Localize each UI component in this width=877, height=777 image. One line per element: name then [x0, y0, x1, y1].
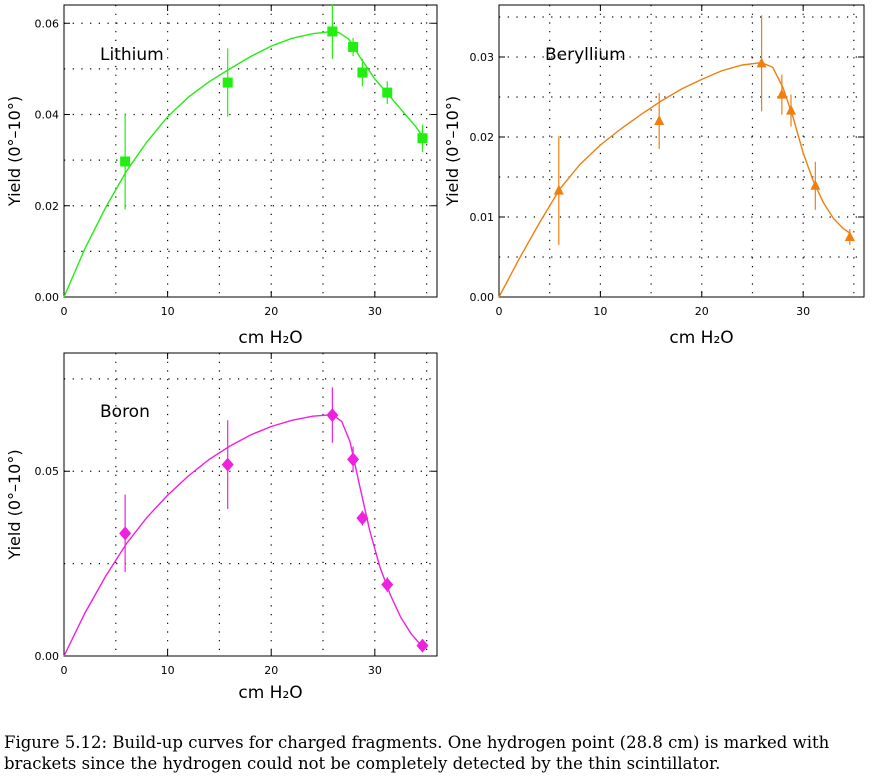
figure-caption: Figure 5.12: Build-up curves for charged… [4, 732, 874, 774]
x-tick-label: 0 [61, 305, 68, 318]
plot-frame [64, 353, 437, 656]
x-tick-label: 30 [368, 305, 382, 318]
x-tick-label: 30 [368, 664, 382, 677]
panel-label: Boron [100, 402, 150, 422]
x-tick-label: 0 [61, 664, 68, 677]
y-tick-label: 0.02 [35, 200, 60, 213]
y-axis-label: Yield (0°–10°) [5, 449, 24, 560]
panel-label: Beryllium [545, 45, 626, 65]
y-tick-label: 0.02 [470, 131, 495, 144]
x-tick-label: 0 [496, 305, 503, 318]
y-tick-label: 0.00 [35, 291, 60, 304]
chart-panel-beryllium: 0 10 20 30 0.00 0.01 0.02 0.03 cm H₂O Yield (0°–1… [443, 5, 864, 348]
data-point [381, 578, 393, 592]
x-axis-label: cm H₂O [669, 328, 733, 348]
y-tick-label: 0.04 [35, 109, 60, 122]
data-point [348, 42, 358, 52]
data-point [417, 133, 427, 143]
data-point [222, 458, 234, 472]
x-tick-label: 20 [695, 305, 709, 318]
x-tick-label: 10 [161, 305, 175, 318]
x-tick-label: 20 [264, 305, 278, 318]
x-tick-label: 30 [796, 305, 810, 318]
data-point [223, 78, 233, 88]
data-point [654, 115, 664, 125]
fit-curve [499, 63, 850, 297]
y-tick-label: 0.00 [470, 291, 495, 304]
panel-label: Lithium [100, 45, 164, 65]
fit-curve [64, 415, 423, 656]
chart-panel-boron: 0 10 20 30 0.00 0.05 cm H₂O Yield (0°–10°) Boron [5, 353, 437, 703]
y-tick-label: 0.03 [470, 51, 495, 64]
data-point [845, 231, 855, 241]
data-point [347, 452, 359, 466]
data-point [382, 88, 392, 98]
x-axis-label: cm H₂O [238, 328, 302, 348]
y-tick-label: 0.00 [35, 650, 60, 663]
fit-curve [64, 32, 423, 297]
data-point [786, 105, 796, 115]
data-point [810, 180, 820, 190]
y-tick-label: 0.06 [35, 17, 60, 30]
x-tick-label: 10 [161, 664, 175, 677]
x-tick-label: 10 [593, 305, 607, 318]
data-point [120, 156, 130, 166]
data-point [357, 68, 367, 78]
data-point [119, 526, 131, 540]
data-point [327, 26, 337, 36]
data-point [326, 408, 338, 422]
x-tick-label: 20 [264, 664, 278, 677]
y-tick-label: 0.01 [470, 211, 495, 224]
y-axis-label: Yield (0°–10°) [443, 96, 462, 207]
y-tick-label: 0.05 [35, 465, 60, 478]
chart-panel-lithium: 0 10 20 30 0.00 0.02 0.04 0.06 cm H₂O Yield (0°–1… [5, 4, 437, 348]
x-axis-label: cm H₂O [238, 683, 302, 703]
y-axis-label: Yield (0°–10°) [5, 96, 24, 207]
data-point [356, 511, 368, 525]
